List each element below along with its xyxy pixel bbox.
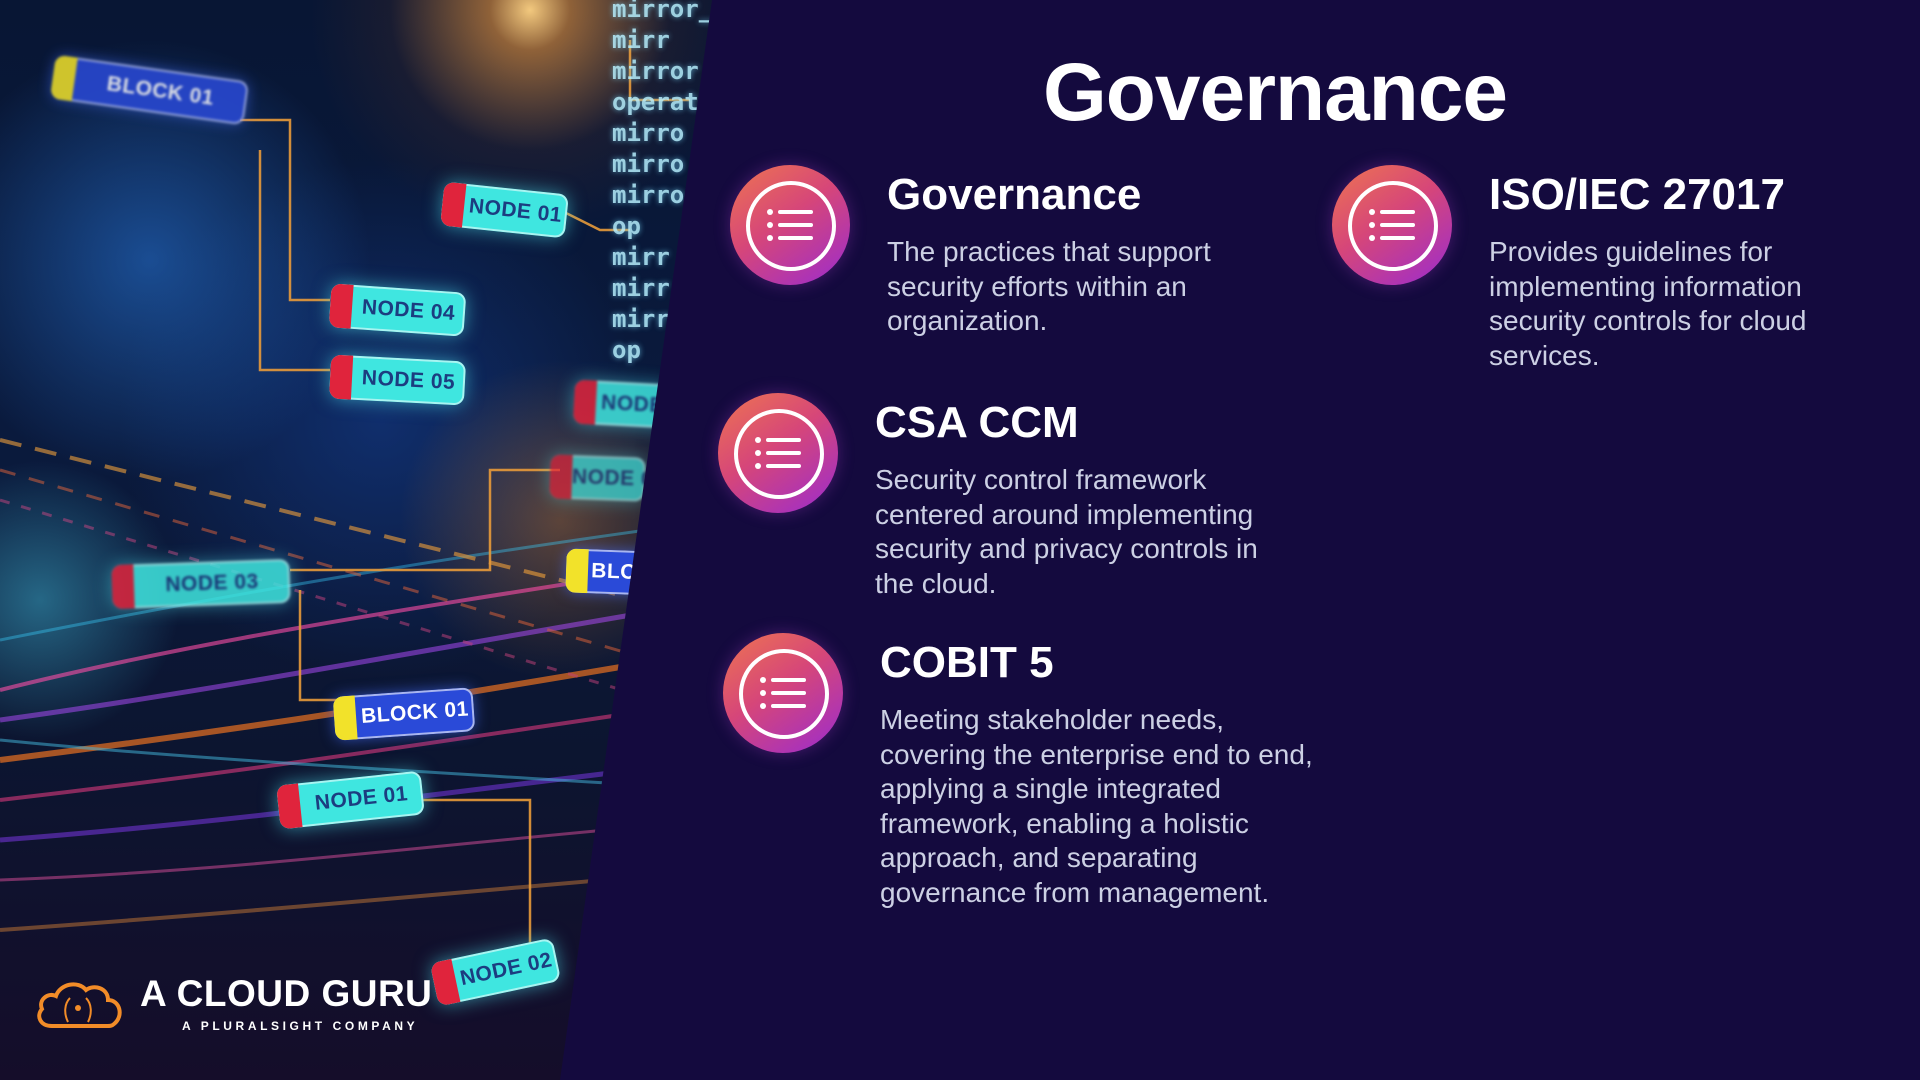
a-cloud-guru-logo: A CLOUD GURU A PLURALSIGHT COMPANY — [34, 975, 432, 1033]
code-line: mirro — [612, 119, 685, 147]
node-cap — [328, 283, 354, 329]
node-cap — [276, 783, 303, 830]
iso-heading: ISO/IEC 27017 — [1489, 170, 1785, 219]
node-cap — [572, 379, 598, 425]
code-line: mirr — [612, 26, 670, 54]
node-label: NODE 03 — [164, 569, 260, 597]
node-cap — [549, 454, 573, 500]
logo-name: A CLOUD GURU — [140, 973, 433, 1014]
network-node: NODE 03 — [111, 558, 291, 610]
code-text-column: mirror_ mirr mirror operat mirro mirro m… — [612, 0, 714, 366]
cobit-description: Meeting stakeholder needs, covering the … — [880, 704, 1313, 908]
code-line: op — [612, 212, 641, 240]
node-cap — [440, 181, 467, 228]
cloud-logo-icon — [37, 982, 122, 1028]
code-line: op — [612, 336, 641, 364]
governance-description: The practices that support security effo… — [887, 236, 1211, 336]
csa-list-icon — [718, 393, 838, 513]
iso-list-icon — [1332, 165, 1452, 285]
code-line: mirr — [612, 274, 670, 302]
node-cap — [332, 695, 358, 741]
csa-heading: CSA CCM — [875, 398, 1079, 447]
node-cap — [328, 354, 354, 400]
governance-list-icon — [730, 165, 850, 285]
node-cap — [49, 54, 78, 102]
node-cap — [565, 548, 589, 594]
logo-tagline: A PLURALSIGHT COMPANY — [182, 1019, 419, 1033]
cobit-heading: COBIT 5 — [880, 638, 1054, 687]
code-line: mirror_ — [612, 0, 714, 23]
csa-ccm-item: CSA CCM Security control framework cente… — [718, 393, 1298, 633]
node-label: NODE — [600, 390, 665, 418]
cobit-list-icon — [723, 633, 843, 753]
node-cap — [111, 564, 135, 610]
iso-iec-27017-item: ISO/IEC 27017 Provides guidelines for im… — [1332, 165, 1892, 385]
logo-text: A CLOUD GURU A PLURALSIGHT COMPANY — [140, 973, 433, 1034]
csa-description: Security control framework centered arou… — [875, 464, 1258, 599]
code-line: mirr — [612, 243, 670, 271]
network-node: NODE 0 — [549, 454, 646, 502]
node-label: NODE 01 — [313, 782, 410, 815]
governance-item: Governance The practices that support se… — [730, 165, 1290, 365]
code-line: mirror — [612, 57, 699, 85]
code-line: mirro — [612, 150, 685, 178]
governance-heading: Governance — [887, 170, 1142, 219]
node-label: NODE 04 — [361, 295, 456, 325]
code-line: mirro — [612, 181, 685, 209]
network-node: BLOC — [565, 548, 657, 596]
node-label: BLOCK 01 — [360, 697, 470, 728]
code-line: operat — [612, 88, 699, 116]
network-node: NODE 05 — [328, 354, 467, 406]
node-label: BLOC — [590, 559, 654, 585]
cobit-5-item: COBIT 5 Meeting stakeholder needs, cover… — [723, 633, 1323, 933]
node-label: NODE 01 — [467, 194, 564, 227]
node-label: NODE 0 — [571, 465, 646, 491]
page-title: Governance — [1043, 47, 1508, 138]
network-node: NODE — [572, 379, 671, 429]
node-label: NODE 05 — [361, 366, 456, 395]
iso-description: Provides guidelines for implementing inf… — [1489, 236, 1807, 371]
network-node: NODE 04 — [328, 283, 467, 337]
code-line: mirr — [612, 305, 670, 333]
